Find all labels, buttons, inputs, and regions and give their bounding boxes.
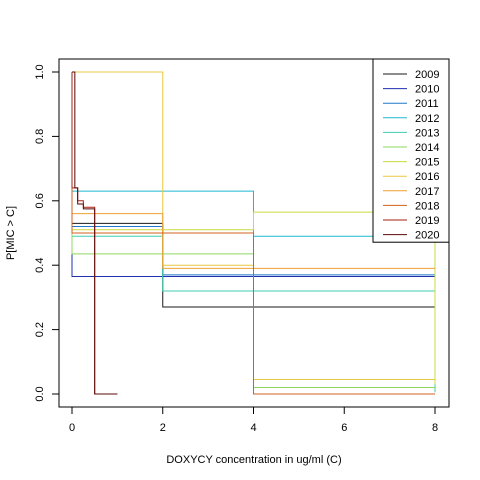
- legend-label: 2014: [415, 142, 439, 154]
- legend-label: 2019: [415, 215, 439, 227]
- x-tick-label: 4: [250, 422, 256, 434]
- legend-label: 2013: [415, 127, 439, 139]
- y-tick-label: 0.8: [34, 129, 46, 144]
- legend-label: 2018: [415, 200, 439, 212]
- x-tick-label: 8: [432, 422, 438, 434]
- y-tick-label: 0.0: [34, 386, 46, 401]
- series-line-2016: [72, 71, 435, 381]
- legend-label: 2020: [415, 230, 439, 242]
- y-tick-label: 1.0: [34, 64, 46, 79]
- series-line-2018: [71, 72, 435, 395]
- legend-box: [372, 58, 450, 243]
- legend-label: 2010: [415, 84, 439, 96]
- legend-label: 2009: [415, 69, 439, 81]
- y-axis: 0.0 0.2 0.4 0.6 0.8 1.0: [34, 64, 60, 402]
- x-tick-label: 2: [160, 422, 166, 434]
- legend-label: 2011: [415, 98, 439, 110]
- legend-label: 2017: [415, 186, 439, 198]
- y-tick-label: 0.2: [34, 322, 46, 337]
- x-axis: 0 2 4 6 8: [69, 406, 438, 434]
- legend: 2009 2010 2011 2012 2013 2014 2015 2016 2017 2018…: [372, 58, 450, 243]
- legend-label: 2015: [415, 157, 439, 169]
- y-tick-label: 0.4: [34, 258, 46, 273]
- y-tick-label: 0.6: [34, 193, 46, 208]
- x-tick-label: 0: [69, 422, 75, 434]
- x-axis-label: DOXYCY concentration in ug/ml (C): [166, 454, 341, 466]
- y-axis-label: P[MIC > C]: [5, 206, 17, 260]
- legend-label: 2016: [415, 171, 439, 183]
- series-line-2020: [72, 71, 118, 395]
- legend-label: 2012: [415, 113, 439, 125]
- x-tick-label: 6: [341, 422, 347, 434]
